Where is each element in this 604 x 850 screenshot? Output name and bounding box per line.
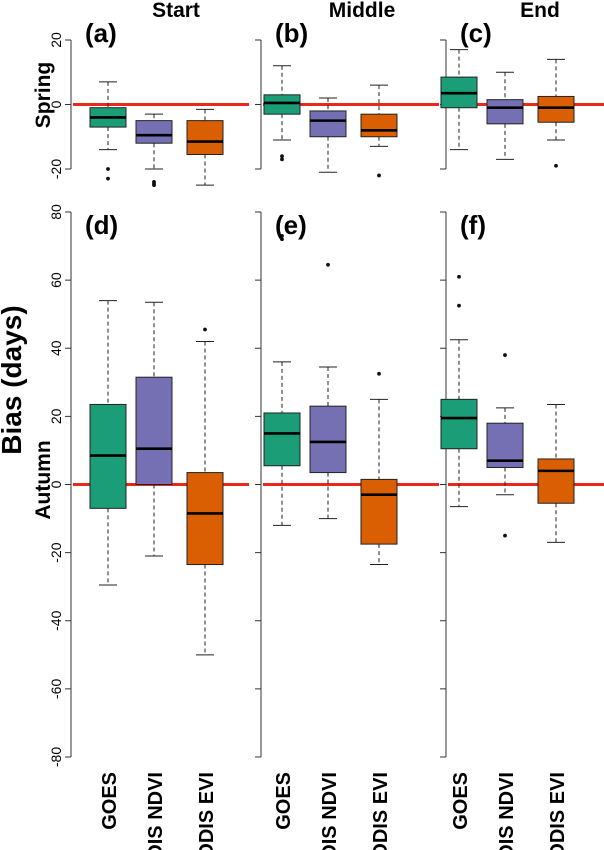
panel-b: (b) <box>255 18 439 178</box>
outlier-point <box>280 233 284 238</box>
x-tick-label-modis-ndvi: MODIS NDVI <box>319 772 341 850</box>
panel-a: -20 0 20 (a) <box>48 18 249 188</box>
y-tick-label: -20 <box>48 542 64 562</box>
box-modis-ndvi <box>135 113 173 188</box>
col-title-end: End <box>520 0 560 22</box>
outlier-point <box>106 176 110 181</box>
x-tick-label-modis-ndvi: MODIS NDVI <box>145 772 167 850</box>
box-iqr <box>186 120 224 155</box>
box-iqr <box>440 398 478 450</box>
outlier-point <box>377 173 381 178</box>
x-tick-label-goes: GOES <box>273 772 295 830</box>
row-label-spring: Spring <box>32 62 55 129</box>
box-iqr <box>309 405 347 474</box>
outlier-point <box>326 262 330 267</box>
outlier-point <box>280 154 284 159</box>
box-modis-ndvi <box>309 262 347 520</box>
box-goes <box>263 233 301 526</box>
panel-e: (e) <box>255 210 439 758</box>
y-tick-label: -40 <box>48 610 64 630</box>
col-title-middle: Middle <box>329 0 396 22</box>
box-modis-evi <box>360 84 398 178</box>
box-modis-ndvi <box>486 353 524 538</box>
y-tick-label: 40 <box>48 340 64 356</box>
box-goes <box>440 49 478 151</box>
x-tick-labels: GOES MODIS NDVI MODIS EVI GOES MODIS NDVI MOD… <box>99 772 569 850</box>
box-iqr <box>263 412 301 467</box>
row-label-autumn: Autumn <box>32 440 55 519</box>
x-tick-label-modis-evi: MODIS EVI <box>547 772 569 850</box>
y-tick-label: 60 <box>48 272 64 288</box>
y-tick-label: 0 <box>48 480 64 488</box>
panel-tag: (c) <box>460 18 492 48</box>
x-tick-label-modis-evi: MODIS EVI <box>370 772 392 850</box>
y-tick-label: -60 <box>48 679 64 699</box>
box-modis-evi <box>537 403 575 543</box>
box-iqr <box>135 120 173 144</box>
box-iqr <box>360 478 398 545</box>
box-modis-ndvi <box>309 97 347 173</box>
box-modis-ndvi <box>486 71 524 160</box>
box-iqr <box>135 376 173 485</box>
outlier-point <box>106 167 110 171</box>
col-title-start: Start <box>152 0 200 22</box>
box-modis-evi <box>360 371 398 566</box>
outlier-point <box>457 303 461 308</box>
panel-tag: (e) <box>275 210 307 240</box>
x-tick-label-modis-ndvi: MODIS NDVI <box>496 772 518 850</box>
panel-group: -20 0 20 (a) (b) (c) -80 -60 -40 -20 0 20 40 60 80 (d) (… <box>48 18 604 767</box>
outlier-point <box>280 237 284 242</box>
box-goes <box>440 274 478 508</box>
outlier-point <box>377 371 381 376</box>
outlier-point <box>503 353 507 357</box>
box-iqr <box>309 110 347 138</box>
y-tick-label: -80 <box>48 747 64 767</box>
outlier-point <box>503 533 507 538</box>
box-iqr <box>486 99 524 125</box>
box-goes <box>263 65 301 162</box>
box-modis-evi <box>186 108 224 186</box>
box-modis-evi <box>186 327 224 656</box>
outlier-point <box>554 163 558 168</box>
y-tick-label: 20 <box>48 32 64 48</box>
panel-tag: (f) <box>460 210 486 240</box>
outlier-point <box>203 327 207 332</box>
y-tick-label: 20 <box>48 408 64 424</box>
box-iqr <box>263 94 301 115</box>
y-tick-label: 0 <box>48 100 64 108</box>
box-iqr <box>360 113 398 138</box>
y-axis-title: Bias (days) <box>0 305 27 454</box>
box-iqr <box>537 95 575 123</box>
x-tick-label-goes: GOES <box>450 772 472 830</box>
panel-tag: (b) <box>275 18 308 48</box>
x-tick-label-modis-evi: MODIS EVI <box>196 772 218 850</box>
outlier-point <box>280 157 284 162</box>
panel-f: (f) <box>440 210 604 758</box>
panel-tag: (a) <box>85 18 117 48</box>
outlier-point <box>457 274 461 279</box>
y-tick-label: 80 <box>48 204 64 220</box>
panel-d: -80 -60 -40 -20 0 20 40 60 80 (d) <box>48 204 249 767</box>
box-modis-ndvi <box>135 301 173 557</box>
box-modis-evi <box>537 58 575 168</box>
panel-tag: (d) <box>85 210 118 240</box>
panel-c: (c) <box>440 18 604 170</box>
x-tick-label-goes: GOES <box>99 772 121 830</box>
outlier-point <box>152 183 156 188</box>
box-goes <box>89 81 127 181</box>
y-tick-label: -20 <box>48 159 64 179</box>
box-iqr <box>537 458 575 504</box>
box-iqr <box>186 472 224 566</box>
box-goes <box>89 300 127 586</box>
